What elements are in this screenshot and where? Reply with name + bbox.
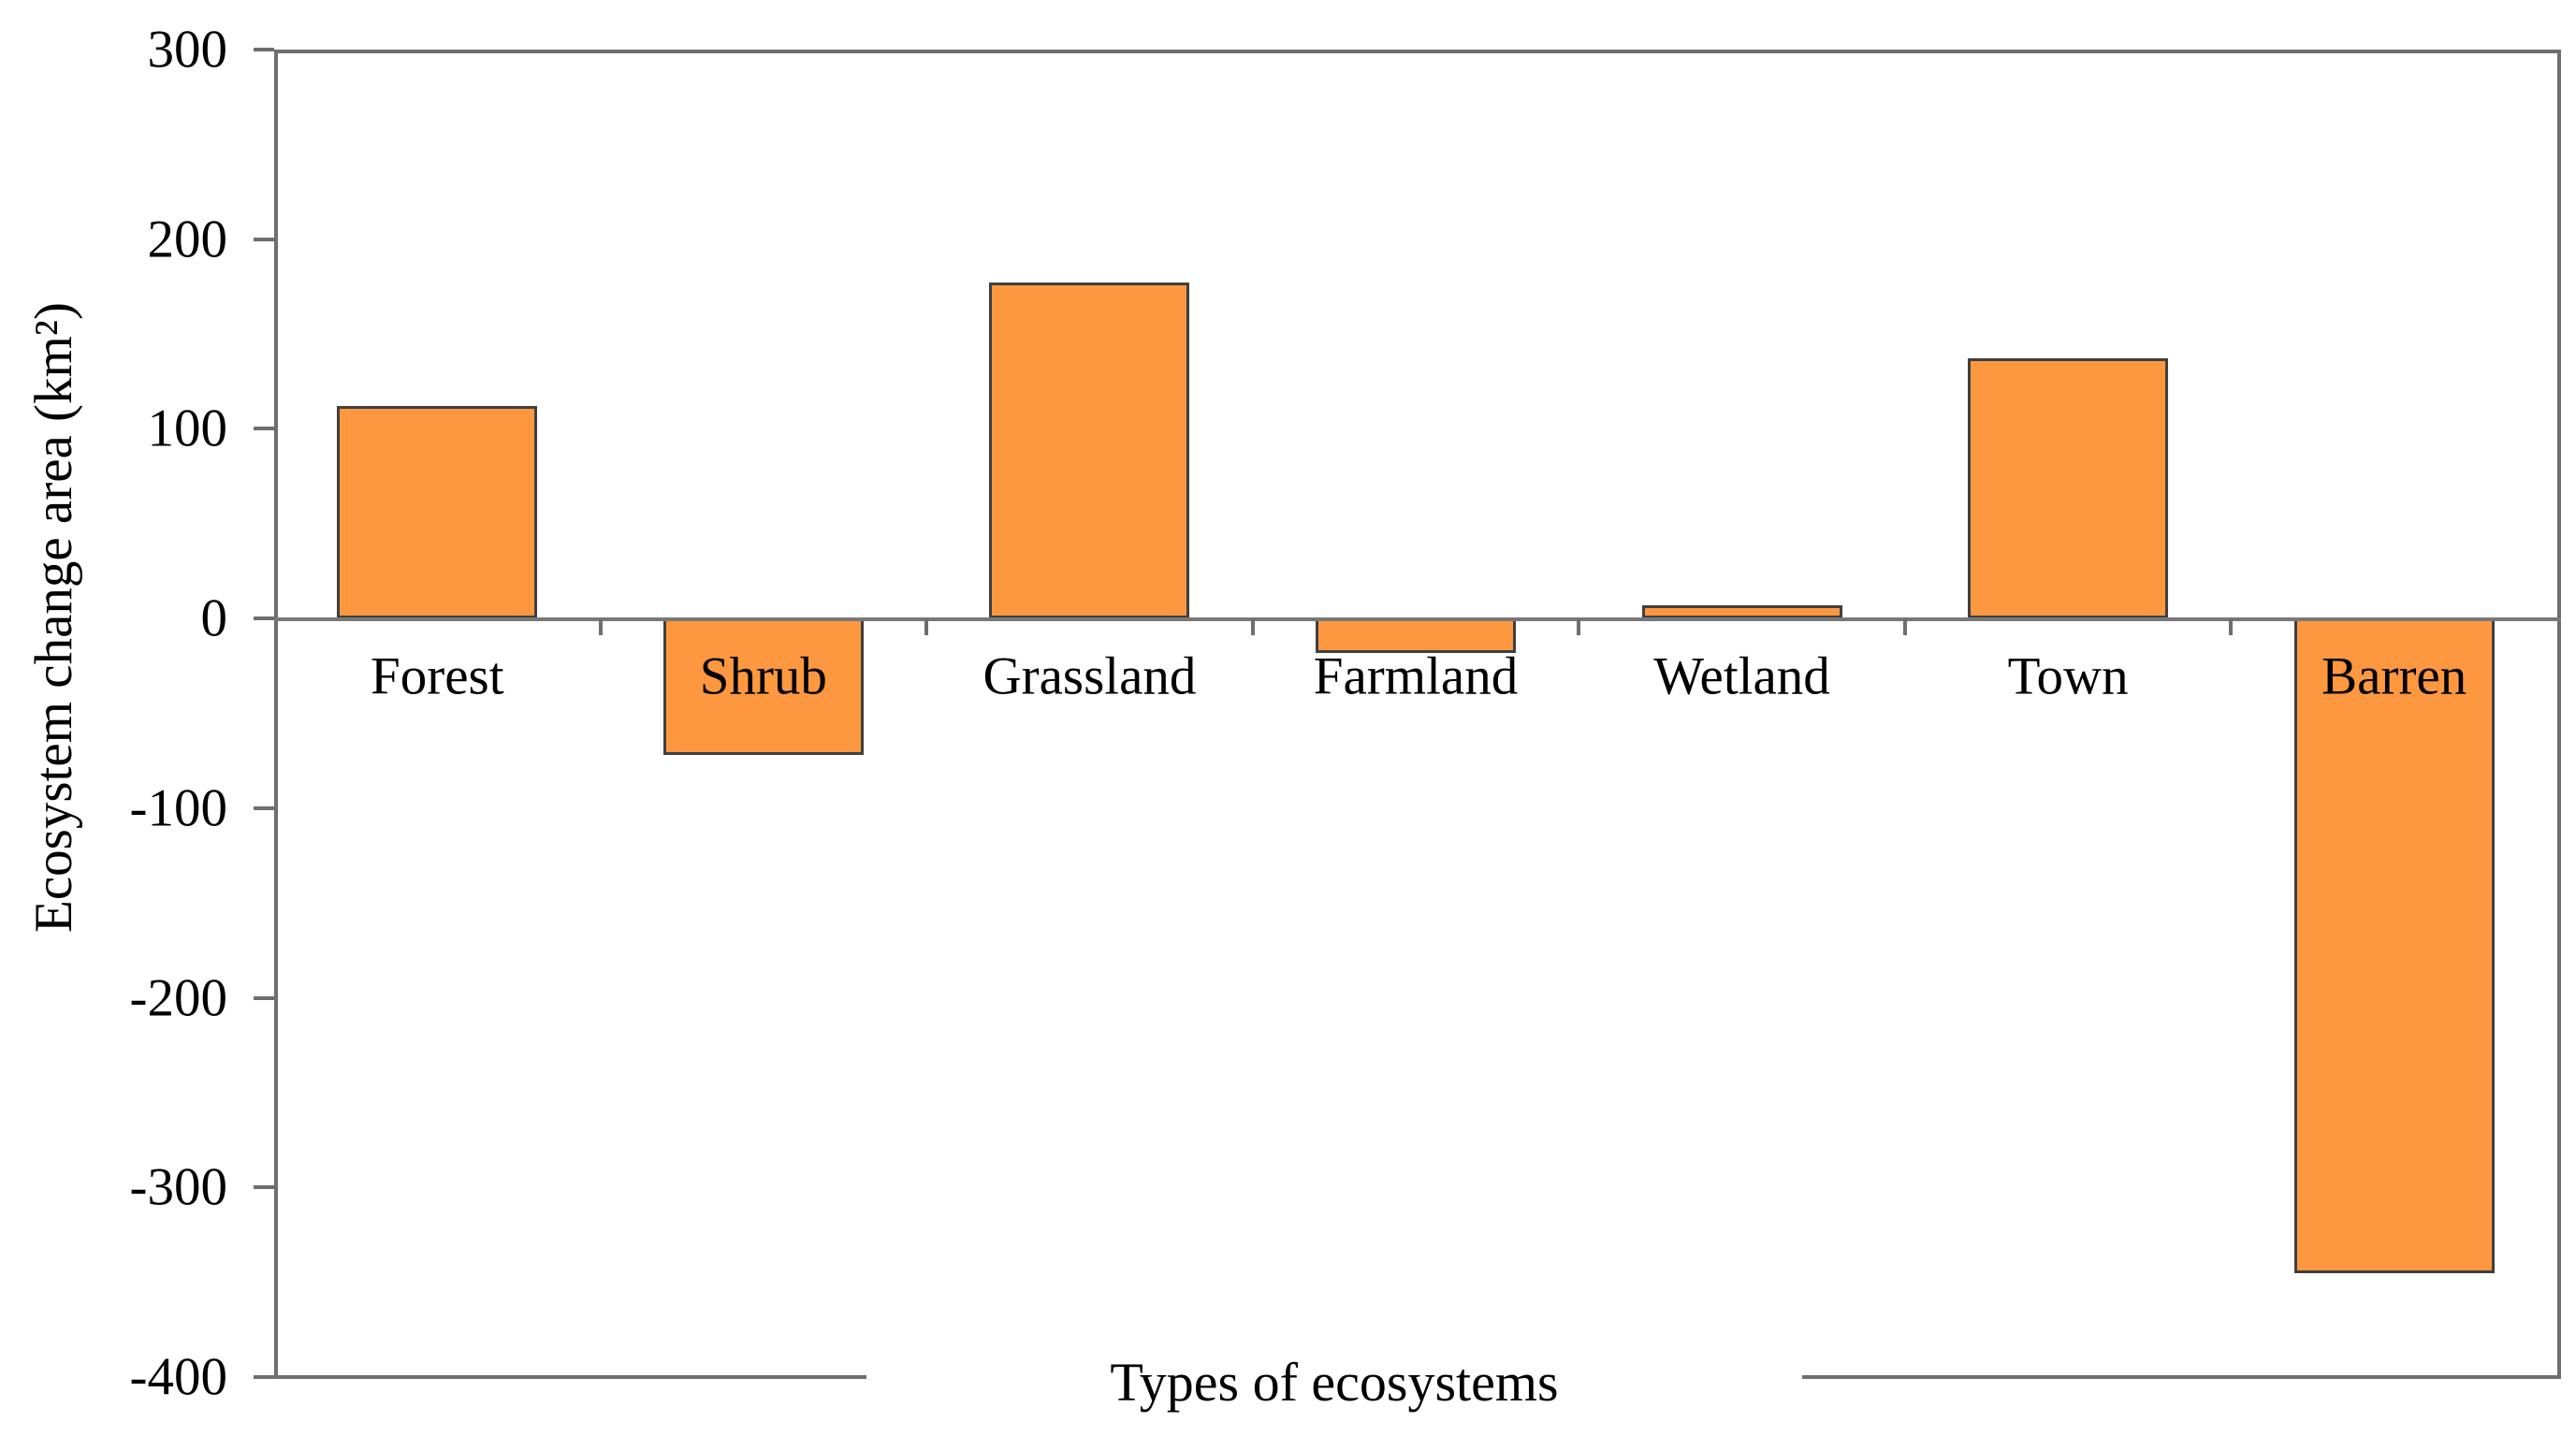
y-tick-mark-0 — [254, 616, 274, 621]
x-category-label-farmland: Farmland — [1313, 646, 1519, 706]
bar-shrub — [662, 618, 864, 756]
x-category-label-shrub: Shrub — [699, 646, 827, 706]
x-category-label-town: Town — [2007, 646, 2129, 706]
x-axis-title: Types of ecosystems — [866, 1349, 1802, 1416]
x-tick-mark-1 — [598, 618, 603, 636]
y-tick-label-200: 200 — [147, 210, 228, 269]
x-tick-mark-6 — [2229, 618, 2234, 636]
y-tick-mark-300 — [254, 48, 274, 51]
x-axis-baseline-left-segment — [274, 1375, 1048, 1379]
y-tick-mark--300 — [254, 1185, 274, 1190]
y-tick-mark--100 — [254, 805, 274, 810]
plot-frame-right — [2557, 50, 2561, 1379]
zero-axis-line — [274, 617, 2561, 621]
y-tick-label--300: -300 — [129, 1157, 227, 1217]
y-tick-mark--400 — [254, 1375, 274, 1379]
x-tick-mark-2 — [924, 618, 929, 636]
y-tick-label--100: -100 — [129, 778, 227, 838]
y-tick-mark-200 — [254, 237, 274, 241]
y-axis-line — [274, 50, 278, 1379]
y-tick-mark--200 — [254, 995, 274, 1000]
x-category-label-barren: Barren — [2321, 646, 2467, 706]
y-tick-label--400: -400 — [129, 1347, 227, 1407]
bar-forest — [337, 406, 538, 619]
x-tick-mark-3 — [1250, 618, 1255, 636]
plot-frame-top — [274, 50, 2561, 53]
bar-town — [1968, 358, 2169, 619]
x-category-label-grassland: Grassland — [982, 646, 1197, 706]
bar-wetland — [1641, 604, 1842, 619]
y-tick-label-0: 0 — [200, 588, 228, 648]
bar-barren — [2293, 618, 2495, 1273]
x-tick-mark-4 — [1577, 618, 1581, 636]
x-category-label-forest: Forest — [371, 646, 504, 706]
bar-grassland — [989, 283, 1190, 619]
y-tick-label--200: -200 — [129, 968, 227, 1028]
x-category-label-wetland: Wetland — [1653, 646, 1830, 706]
x-tick-mark-5 — [1902, 618, 1907, 636]
y-tick-label-100: 100 — [147, 399, 228, 458]
y-tick-label-300: 300 — [147, 20, 228, 80]
x-axis-baseline-right-segment — [1628, 1375, 2561, 1379]
y-tick-mark-100 — [254, 427, 274, 431]
